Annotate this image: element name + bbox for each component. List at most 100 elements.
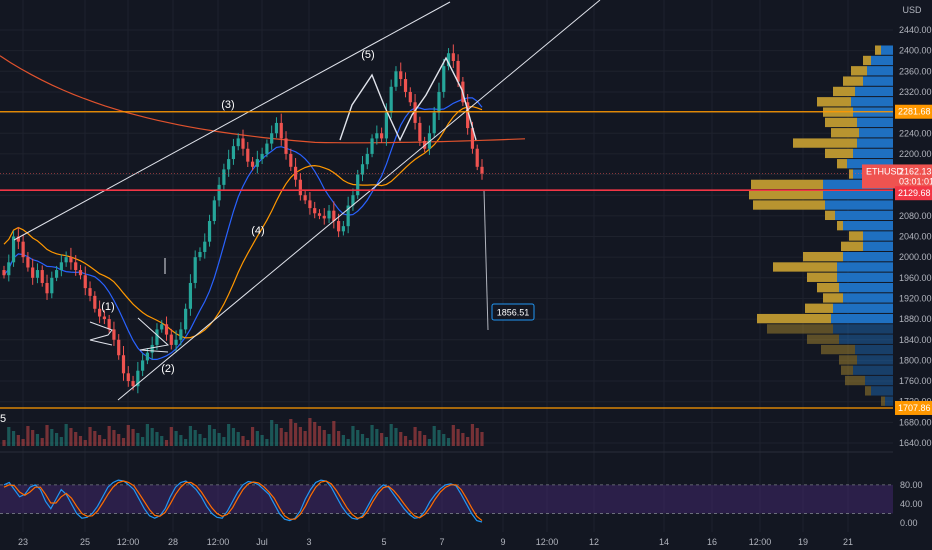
profile-bar-up xyxy=(835,210,893,221)
volume-bar xyxy=(231,428,236,446)
candle-body xyxy=(236,138,240,147)
profile-bar-down xyxy=(773,262,837,272)
volume-bar xyxy=(136,433,140,446)
volume-bar xyxy=(88,427,92,446)
target-box xyxy=(491,303,535,321)
candle-body xyxy=(198,251,202,258)
volume-bar xyxy=(50,429,54,446)
candle-body xyxy=(442,66,446,92)
profile-bar-down xyxy=(749,190,823,200)
volume-bar xyxy=(456,429,460,446)
volume-bar xyxy=(150,428,154,446)
profile-bar-up xyxy=(839,282,893,293)
candle-body xyxy=(289,153,293,167)
candle-body xyxy=(74,262,78,271)
candle-body xyxy=(193,257,197,283)
candle-body xyxy=(141,360,145,371)
profile-bar-down xyxy=(875,45,881,55)
time-tick: 12 xyxy=(589,537,599,547)
volume-bar xyxy=(83,440,87,446)
candle-body xyxy=(303,195,307,201)
candle-body xyxy=(394,71,398,87)
volume-bar xyxy=(289,419,293,446)
profile-bar-down xyxy=(849,169,853,179)
profile-bar-up xyxy=(837,272,893,282)
candle-body xyxy=(265,143,269,154)
volume-bar xyxy=(303,431,307,446)
resistance-tag: 2281.68 xyxy=(898,107,931,117)
stoch-tick: 0.00 xyxy=(900,518,918,528)
time-axis[interactable]: 23 25 12:00 28 12:00 Jul 3 5 7 9 12:00 12 14 16 12:00 1… xyxy=(0,532,932,550)
volume-bar xyxy=(160,436,164,446)
price-tick: 1800.00 xyxy=(899,355,932,365)
candle-body xyxy=(227,159,231,170)
candle-body xyxy=(327,210,331,219)
volume-bar xyxy=(59,437,63,446)
volume-bar xyxy=(317,426,322,446)
volume-bar xyxy=(365,438,369,446)
stoch-tick: 80.00 xyxy=(900,480,923,490)
candle-body xyxy=(203,241,207,252)
candle-body xyxy=(313,208,317,214)
volume-bar xyxy=(31,430,35,446)
time-tick: 12:00 xyxy=(536,537,559,547)
volume-bar xyxy=(11,431,16,446)
candle-body xyxy=(375,133,379,139)
stoch-rsi-pane xyxy=(0,451,932,523)
candle-body xyxy=(169,334,173,345)
candle-body xyxy=(408,91,412,103)
volume-bar xyxy=(327,434,331,446)
profile-bar-up xyxy=(823,179,893,190)
volume-bar xyxy=(337,431,341,446)
wave-label-3: (3) xyxy=(221,99,234,111)
volume-bar xyxy=(293,423,298,446)
candle-body xyxy=(112,329,116,340)
time-tick: 25 xyxy=(80,537,90,547)
candle-body xyxy=(231,146,236,160)
profile-bar-up xyxy=(833,324,893,334)
profile-bar-down xyxy=(841,241,863,251)
candle-body xyxy=(279,122,283,139)
candle-body xyxy=(389,86,393,113)
profile-bar-down xyxy=(817,282,839,293)
profile-bar-up xyxy=(843,221,893,231)
volume-bar xyxy=(423,435,427,446)
candle-body xyxy=(179,329,183,340)
candle-body xyxy=(136,370,140,387)
wave-label-1: (1) xyxy=(101,301,114,313)
volume-bar xyxy=(207,425,212,446)
candle-body xyxy=(98,308,102,317)
profile-bar-up xyxy=(863,76,893,86)
price-axis[interactable]: USD2440.002400.002360.002320.002280.0022… xyxy=(893,0,932,532)
candle-body xyxy=(270,133,274,144)
candle-body xyxy=(121,355,126,374)
profile-bar-up xyxy=(855,344,893,355)
profile-bar-up xyxy=(843,251,893,262)
profile-bar-up xyxy=(871,386,893,396)
candle-body xyxy=(217,184,221,201)
volume-profile xyxy=(749,45,893,406)
volume-bar xyxy=(432,426,436,446)
profile-bar-down xyxy=(837,221,843,231)
candle-body xyxy=(480,166,484,174)
candle-body xyxy=(365,153,369,165)
volume-bar xyxy=(164,440,169,446)
volume-bar xyxy=(169,427,173,446)
candle-body xyxy=(160,324,164,330)
time-tick: 28 xyxy=(168,537,178,547)
price-tick: 2000.00 xyxy=(899,252,932,262)
profile-bar-down xyxy=(837,159,847,169)
drawings[interactable]: (1) (2) (3) (4) (5) 5 xyxy=(0,0,601,425)
volume-bar xyxy=(389,424,393,446)
profile-bar-down xyxy=(851,66,867,76)
volume-bar xyxy=(2,440,6,446)
volume-bar xyxy=(461,433,465,446)
candle-body xyxy=(332,210,336,222)
profile-bar-up xyxy=(851,97,893,107)
candle-body xyxy=(59,262,63,271)
volume-bar xyxy=(93,431,97,446)
profile-bar-down xyxy=(833,86,855,97)
candle-body xyxy=(207,221,212,242)
profile-bar-down xyxy=(825,210,835,221)
